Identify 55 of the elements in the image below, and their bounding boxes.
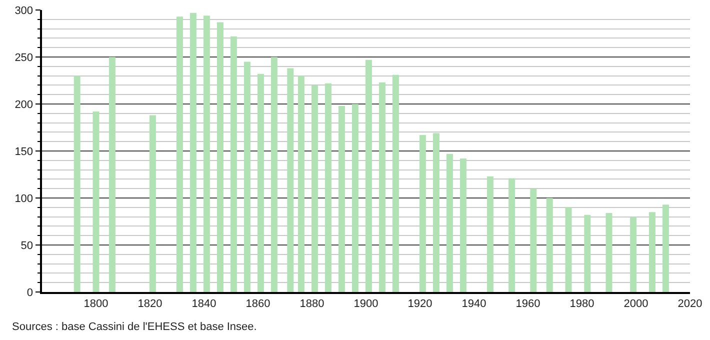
y-tick-label: 50: [20, 240, 34, 252]
x-tick-label: 1920: [408, 298, 432, 310]
bar: [432, 133, 440, 292]
bar: [216, 22, 224, 292]
bar: [190, 12, 196, 292]
bar: [460, 158, 466, 292]
bar: [630, 216, 637, 292]
y-tick-label: 100: [14, 192, 34, 205]
y-tick-label: 200: [14, 98, 34, 111]
x-tick-label: 1840: [192, 298, 216, 310]
bar: [392, 74, 399, 292]
x-tick-label: 1980: [570, 298, 594, 310]
bar: [584, 214, 591, 292]
bar: [486, 176, 494, 292]
x-tick-label: 2020: [678, 298, 702, 310]
x-tick-label: 1940: [462, 298, 486, 310]
y-tick-label: 150: [14, 146, 34, 158]
bar: [287, 68, 294, 292]
bar: [546, 198, 553, 292]
bar: [270, 57, 278, 292]
bar: [257, 74, 264, 292]
bar: [419, 135, 426, 292]
bar: [508, 178, 516, 292]
bar: [352, 104, 358, 292]
x-tick-label: 1860: [246, 298, 270, 310]
bar: [203, 16, 210, 292]
bar: [446, 154, 453, 292]
bar: [311, 85, 318, 292]
bar: [365, 60, 372, 292]
bar: [324, 83, 332, 292]
bar: [338, 106, 345, 292]
bar: [648, 212, 656, 292]
bar: [298, 76, 304, 292]
x-tick-label: 1960: [516, 298, 540, 310]
x-tick-label: 1900: [354, 298, 378, 310]
x-tick-label: 2000: [624, 298, 648, 310]
y-tick-label: 0: [26, 286, 34, 299]
bar: [378, 82, 386, 292]
x-tick-label: 1800: [84, 298, 108, 310]
bar: [149, 115, 156, 292]
bar: [176, 16, 183, 292]
x-tick-label: 1820: [138, 298, 162, 310]
x-tick-label: 1880: [300, 298, 324, 310]
bar: [92, 112, 100, 292]
bar: [662, 204, 669, 292]
bar: [230, 36, 237, 292]
bar: [244, 62, 250, 292]
bar: [530, 188, 537, 292]
bar: [606, 213, 612, 292]
bar: [108, 57, 116, 292]
bar: [74, 76, 80, 292]
bar: [565, 207, 572, 292]
source-note: Sources : base Cassini de l'EHESS et base Insee.: [12, 321, 257, 333]
y-tick-label: 300: [14, 4, 34, 17]
y-tick-label: 250: [14, 52, 34, 64]
